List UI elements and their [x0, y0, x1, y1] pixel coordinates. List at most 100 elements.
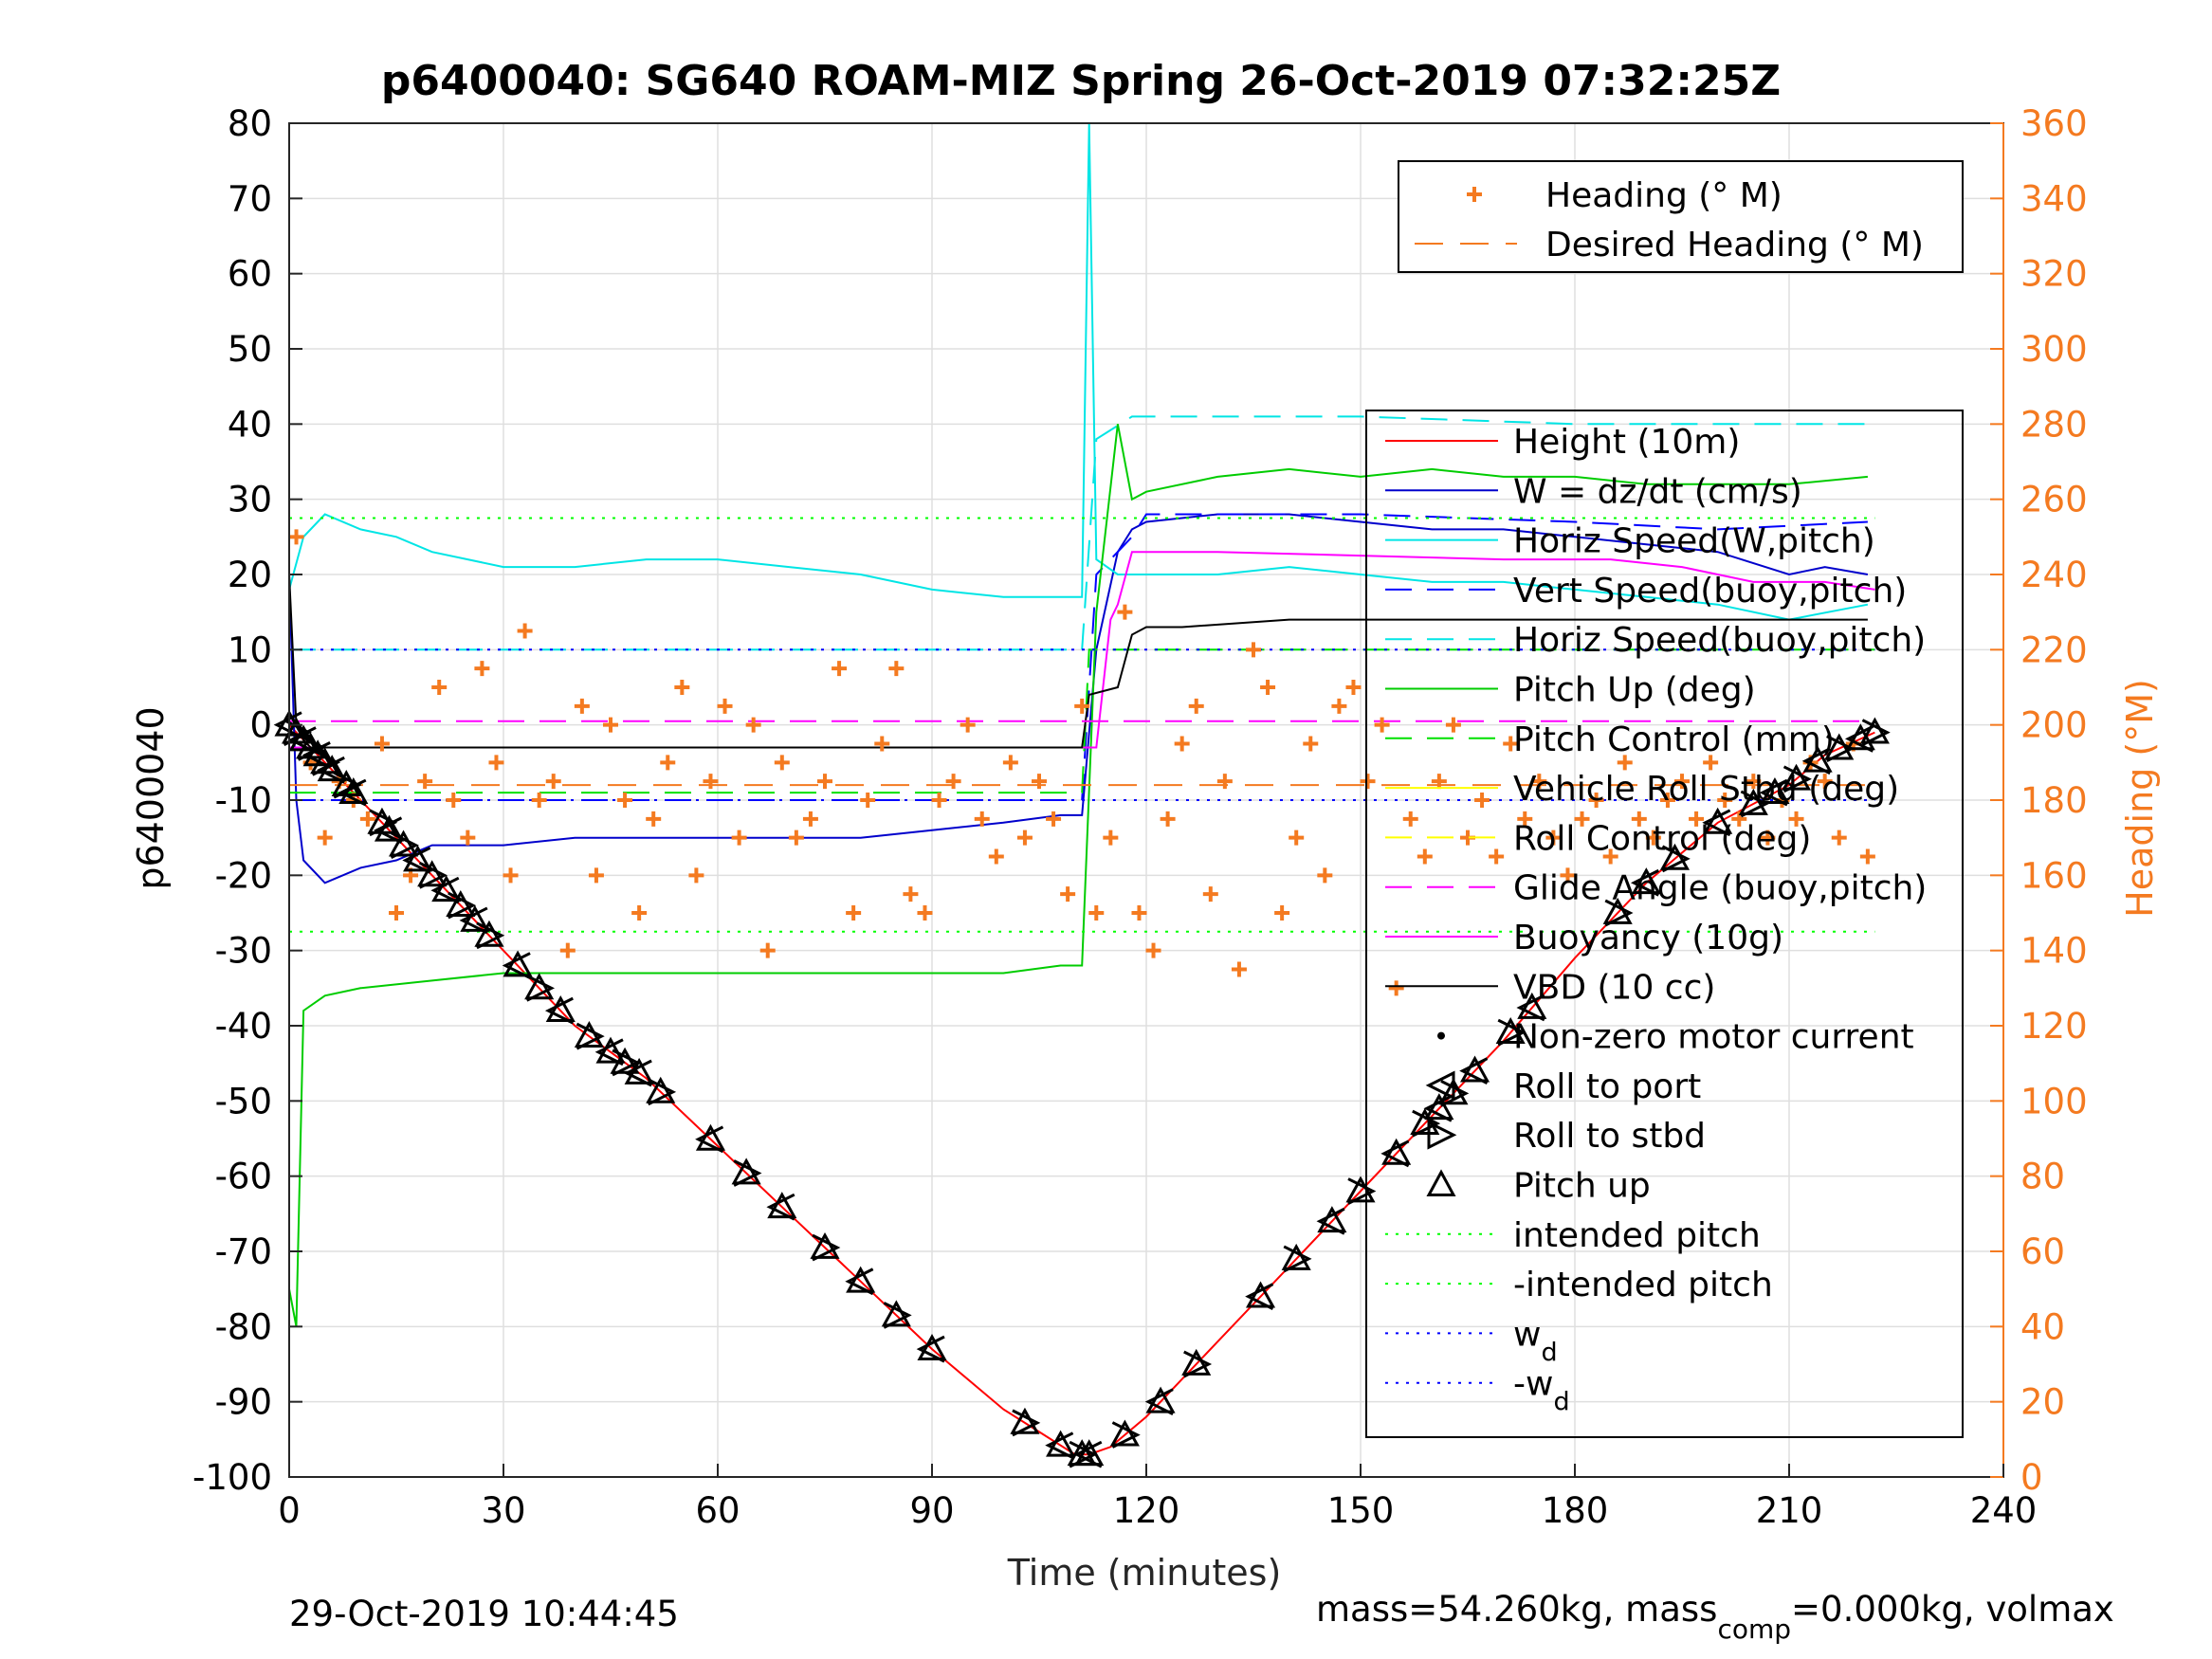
- roll-to-stbd-marker: [1111, 1421, 1141, 1449]
- heading-point: [1402, 811, 1418, 827]
- roll-to-port-marker: [1380, 1139, 1410, 1168]
- pitch-up-marker: [624, 1057, 654, 1085]
- x-tick-label: 240: [1970, 1490, 2038, 1531]
- heading-point: [359, 811, 375, 827]
- heading-point: [1560, 867, 1576, 884]
- heading-point: [1474, 793, 1490, 808]
- heading-point: [1331, 698, 1347, 714]
- legend-main-label: Height (10m): [1513, 423, 1740, 462]
- heading-point: [631, 905, 648, 921]
- heading-point: [945, 774, 961, 790]
- pitch-up-marker: [1517, 992, 1547, 1019]
- roll-to-port-marker: [302, 741, 331, 769]
- legend-heading: Heading (° M) Desired Heading (° M): [1398, 160, 1964, 273]
- pitch-up-marker: [1760, 776, 1790, 804]
- heading-point: [488, 755, 504, 771]
- roll-to-port-marker: [1801, 747, 1831, 775]
- heading-point: [917, 905, 933, 921]
- pitch-up-marker: [1046, 1430, 1076, 1457]
- y2-tick-label: 120: [2020, 1006, 2088, 1047]
- heading-point: [788, 830, 804, 846]
- series-layer: [288, 122, 1875, 1456]
- heading-point: [1374, 717, 1390, 733]
- pitch-up-marker: [1281, 1243, 1311, 1270]
- pitch-up-marker: [1781, 763, 1812, 791]
- roll-to-port-marker: [1759, 778, 1788, 807]
- heading-point: [1631, 811, 1647, 827]
- roll-to-stbd-marker: [1183, 1350, 1213, 1378]
- heading-point: [745, 717, 761, 733]
- pitch-up-marker: [317, 755, 347, 782]
- right-axis: 3603403203002802602402202001801601401201…: [1990, 103, 2088, 1498]
- roll-to-port-marker: [502, 952, 531, 979]
- series-line-horiz-speed-w-pitch: [288, 122, 1869, 621]
- legend-main-label: -intended pitch: [1513, 1266, 1773, 1304]
- pitch-roll-markers: [273, 709, 1891, 1468]
- roll-to-stbd-marker: [883, 1302, 912, 1329]
- y-tick-label: 40: [228, 404, 272, 445]
- heading-point: [1117, 604, 1133, 620]
- heading-point: [1760, 830, 1776, 846]
- y2-tick-label: 280: [2020, 404, 2088, 445]
- heading-point: [603, 717, 618, 733]
- heading-point: [960, 717, 976, 733]
- legend-heading-label: Desired Heading (° M): [1545, 226, 1924, 264]
- x-tick-label: 60: [695, 1490, 740, 1531]
- heading-point: [1216, 774, 1233, 790]
- heading-point: [774, 755, 790, 771]
- y2-tick-label: 140: [2020, 931, 2088, 972]
- heading-point: [860, 793, 876, 808]
- y-tick-label: 70: [228, 178, 272, 219]
- heading-point: [931, 793, 947, 808]
- y2-tick-label: 20: [2020, 1382, 2065, 1423]
- pitch-up-marker: [1659, 843, 1691, 870]
- heading-point: [389, 905, 404, 921]
- heading-point: [874, 736, 890, 752]
- roll-to-port-marker: [623, 1059, 652, 1087]
- roll-to-port-marker: [1844, 725, 1874, 753]
- chart-title: p6400040: SG640 ROAM-MIZ Spring 26-Oct-2…: [381, 57, 1781, 105]
- heading-point: [1016, 830, 1033, 846]
- roll-to-port-marker: [1516, 994, 1545, 1022]
- y-tick-label: 20: [228, 555, 272, 595]
- legend-main-label: Horiz Speed(buoy,pitch): [1513, 621, 1926, 660]
- y-tick-label: 0: [249, 705, 272, 746]
- legend-main-label: Vert Speed(buoy,pitch): [1513, 572, 1907, 611]
- pitch-up-marker: [646, 1076, 676, 1103]
- y2-tick-label: 240: [2020, 555, 2088, 595]
- pitch-up-marker: [1181, 1348, 1212, 1376]
- heading-point: [588, 867, 604, 884]
- heading-point: [1303, 736, 1319, 752]
- y-tick-label: 50: [228, 329, 272, 370]
- y2-tick-label: 160: [2020, 855, 2088, 896]
- pitch-up-marker: [1459, 1055, 1490, 1083]
- heading-point: [974, 811, 990, 827]
- x-tick-label: 30: [481, 1490, 525, 1531]
- y2-tick-label: 200: [2020, 705, 2088, 746]
- roll-to-stbd-marker: [390, 831, 419, 859]
- heading-point: [617, 793, 633, 808]
- roll-to-port-marker: [594, 1038, 624, 1066]
- roll-to-port-marker: [695, 1125, 724, 1154]
- pitch-up-marker: [460, 904, 490, 932]
- roll-to-port-marker: [845, 1267, 874, 1296]
- x-tick-label: 150: [1327, 1490, 1395, 1531]
- x-tick-label: 90: [909, 1490, 954, 1531]
- x-axis: 0 30 60 90 120 150 180 210 240: [278, 1464, 2037, 1531]
- heading-point: [731, 830, 747, 846]
- y-tick-label: -20: [215, 855, 272, 896]
- pitch-up-marker: [1802, 745, 1833, 773]
- pitch-up-marker: [1824, 733, 1855, 760]
- heading-point: [446, 793, 462, 808]
- roll-to-stbd-marker: [812, 1233, 841, 1262]
- x-tick-label: 120: [1113, 1490, 1180, 1531]
- pitch-up-marker: [1602, 897, 1633, 924]
- roll-to-stbd-marker: [1661, 845, 1691, 873]
- y2-tick-label: 180: [2020, 780, 2088, 821]
- y-tick-label: 10: [228, 629, 272, 670]
- roll-to-port-marker: [1630, 868, 1660, 897]
- roll-to-port-marker: [338, 778, 367, 807]
- roll-to-stbd-marker: [418, 861, 448, 889]
- y-tick-label: 80: [228, 103, 272, 144]
- pitch-up-marker: [474, 920, 504, 947]
